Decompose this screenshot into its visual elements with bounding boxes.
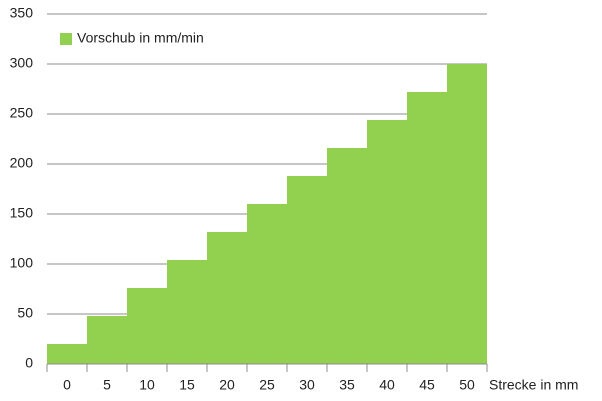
bar bbox=[47, 344, 87, 364]
x-tick-label: 45 bbox=[419, 377, 435, 393]
y-tick-label: 0 bbox=[25, 355, 33, 371]
y-tick-label: 200 bbox=[10, 155, 34, 171]
bar bbox=[447, 64, 487, 364]
x-tick-label: 10 bbox=[139, 377, 155, 393]
y-tick-label: 300 bbox=[10, 55, 34, 71]
y-tick-label: 150 bbox=[10, 205, 34, 221]
y-tick-label: 250 bbox=[10, 105, 34, 121]
bar bbox=[87, 316, 127, 364]
bar bbox=[207, 232, 247, 364]
legend-swatch bbox=[60, 33, 72, 45]
x-tick-label: 15 bbox=[179, 377, 195, 393]
x-axis-label: Strecke in mm bbox=[489, 377, 578, 393]
x-tick-label: 20 bbox=[219, 377, 235, 393]
x-tick-label: 35 bbox=[339, 377, 355, 393]
x-tick-label: 40 bbox=[379, 377, 395, 393]
bar bbox=[367, 120, 407, 364]
y-tick-label: 350 bbox=[10, 5, 34, 21]
legend-label: Vorschub in mm/min bbox=[77, 30, 204, 46]
bar bbox=[247, 204, 287, 364]
bar bbox=[167, 260, 207, 364]
bar bbox=[407, 92, 447, 364]
y-tick-label: 100 bbox=[10, 255, 34, 271]
x-tick-label: 0 bbox=[63, 377, 71, 393]
bar bbox=[327, 148, 367, 364]
x-tick-label: 50 bbox=[459, 377, 475, 393]
bar bbox=[287, 176, 327, 364]
x-tick-label: 5 bbox=[103, 377, 111, 393]
bar bbox=[127, 288, 167, 364]
x-tick-label: 25 bbox=[259, 377, 275, 393]
x-tick-label: 30 bbox=[299, 377, 315, 393]
y-tick-label: 50 bbox=[17, 305, 33, 321]
